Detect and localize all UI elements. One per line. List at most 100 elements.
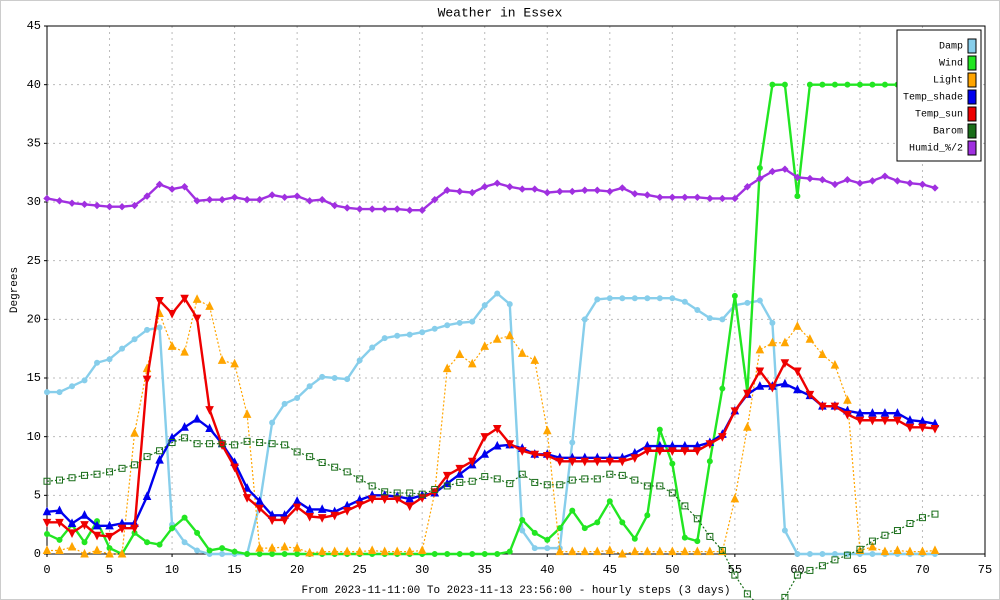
marker — [655, 447, 665, 456]
marker — [794, 551, 801, 557]
marker — [181, 539, 188, 546]
marker — [255, 543, 264, 552]
marker — [431, 485, 439, 493]
marker — [818, 562, 826, 570]
marker — [318, 458, 326, 466]
marker — [143, 192, 151, 200]
legend-label: Temp_shade — [903, 92, 963, 104]
marker — [56, 536, 63, 543]
marker — [180, 183, 189, 191]
marker — [130, 201, 139, 210]
marker — [481, 473, 489, 481]
marker — [506, 183, 514, 191]
marker — [881, 172, 889, 180]
marker — [693, 447, 702, 456]
marker — [68, 199, 76, 207]
marker — [581, 316, 588, 323]
marker — [731, 194, 739, 203]
marker — [756, 297, 763, 304]
marker — [518, 470, 526, 478]
series-line — [46, 437, 936, 600]
marker — [755, 344, 765, 354]
marker — [105, 202, 114, 211]
marker — [281, 400, 288, 407]
marker — [81, 377, 88, 384]
marker — [293, 192, 301, 200]
marker — [519, 516, 526, 523]
x-tick-label: 0 — [43, 563, 50, 577]
marker — [406, 489, 414, 497]
marker — [905, 546, 915, 556]
marker — [693, 546, 702, 556]
marker — [356, 357, 363, 364]
marker — [243, 437, 251, 445]
marker — [305, 197, 314, 205]
marker — [69, 383, 76, 390]
marker — [755, 367, 765, 377]
marker — [217, 441, 227, 450]
marker — [818, 402, 827, 412]
marker — [843, 410, 852, 420]
marker — [105, 532, 114, 542]
marker — [843, 395, 852, 404]
marker — [556, 525, 563, 532]
marker — [668, 489, 676, 497]
y-tick-label: 0 — [34, 547, 41, 561]
marker — [805, 334, 815, 343]
marker — [656, 295, 663, 302]
marker — [369, 344, 376, 351]
marker — [81, 471, 89, 479]
marker — [781, 165, 789, 173]
marker — [793, 321, 802, 330]
marker — [180, 294, 189, 304]
marker — [856, 81, 863, 88]
legend-label: Light — [933, 75, 963, 87]
marker — [631, 295, 638, 302]
marker — [768, 383, 777, 393]
marker — [492, 334, 502, 343]
marker — [619, 519, 626, 526]
marker — [306, 453, 314, 461]
marker — [192, 294, 202, 303]
marker — [92, 531, 102, 541]
marker — [780, 337, 790, 347]
marker — [844, 81, 851, 88]
marker — [531, 529, 538, 536]
marker — [706, 315, 713, 322]
marker — [542, 425, 552, 435]
marker — [594, 296, 601, 303]
marker — [806, 551, 813, 557]
marker — [780, 359, 790, 368]
marker — [930, 424, 940, 434]
marker — [356, 475, 364, 483]
series-line — [47, 298, 936, 555]
marker — [856, 179, 864, 187]
marker — [830, 402, 840, 412]
marker — [769, 81, 776, 88]
marker — [567, 546, 577, 556]
marker — [367, 495, 377, 504]
legend-swatch — [967, 140, 977, 156]
marker — [444, 551, 451, 557]
marker — [280, 541, 289, 551]
marker — [92, 545, 102, 554]
marker — [581, 475, 589, 483]
marker — [644, 512, 651, 519]
marker — [880, 546, 890, 556]
marker — [631, 190, 639, 198]
marker — [118, 202, 126, 211]
marker — [117, 548, 127, 558]
marker — [117, 524, 127, 534]
marker — [255, 496, 264, 505]
marker — [568, 476, 576, 484]
marker — [256, 439, 264, 447]
x-tick-label: 40 — [540, 563, 554, 577]
marker — [281, 441, 289, 449]
y-tick-label: 15 — [27, 371, 41, 385]
marker — [806, 81, 813, 88]
marker — [67, 529, 77, 538]
marker — [106, 468, 114, 476]
marker — [781, 527, 788, 534]
marker — [768, 337, 777, 347]
